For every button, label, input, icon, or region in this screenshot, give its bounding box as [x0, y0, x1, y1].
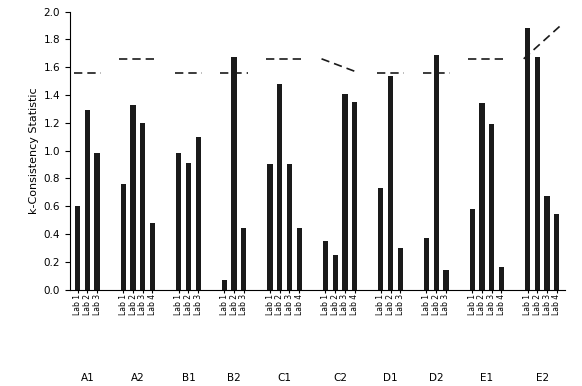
Bar: [434, 55, 439, 290]
Text: C2: C2: [333, 373, 347, 383]
Bar: [323, 241, 328, 290]
Bar: [186, 163, 191, 290]
Bar: [287, 164, 292, 290]
Bar: [222, 280, 227, 290]
Bar: [470, 209, 475, 290]
Bar: [140, 123, 146, 290]
Bar: [277, 84, 282, 290]
Bar: [85, 110, 90, 290]
Bar: [120, 184, 126, 290]
Bar: [544, 196, 549, 290]
Text: A2: A2: [131, 373, 145, 383]
Bar: [267, 164, 272, 290]
Bar: [232, 58, 237, 290]
Bar: [176, 153, 182, 290]
Bar: [535, 58, 540, 290]
Bar: [130, 105, 136, 290]
Bar: [398, 248, 403, 290]
Bar: [479, 103, 484, 290]
Text: D1: D1: [383, 373, 398, 383]
Bar: [75, 206, 80, 290]
Bar: [352, 102, 357, 290]
Bar: [525, 28, 530, 290]
Text: E1: E1: [480, 373, 494, 383]
Bar: [388, 76, 393, 290]
Text: D2: D2: [429, 373, 443, 383]
Bar: [196, 137, 201, 290]
Bar: [332, 255, 338, 290]
Bar: [499, 267, 504, 290]
Bar: [241, 229, 246, 290]
Bar: [150, 223, 155, 290]
Text: C1: C1: [278, 373, 292, 383]
Bar: [424, 238, 429, 290]
Text: A1: A1: [80, 373, 94, 383]
Text: E2: E2: [535, 373, 549, 383]
Bar: [489, 124, 494, 290]
Bar: [297, 229, 302, 290]
Bar: [554, 215, 559, 290]
Bar: [378, 188, 384, 290]
Bar: [443, 270, 449, 290]
Text: B1: B1: [182, 373, 196, 383]
Bar: [94, 153, 100, 290]
Y-axis label: k-Consistency Statistic: k-Consistency Statistic: [29, 87, 40, 214]
Bar: [342, 93, 347, 290]
Text: B2: B2: [227, 373, 241, 383]
